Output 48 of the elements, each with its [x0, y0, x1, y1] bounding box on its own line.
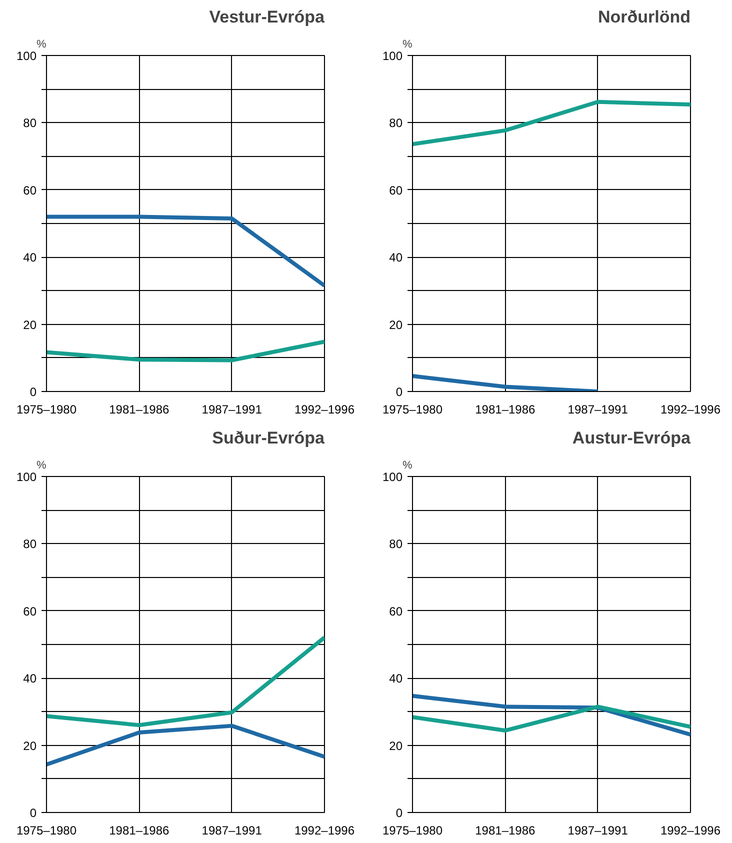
y-tick-label: 0	[396, 806, 403, 820]
y-tick-label: 60	[23, 183, 37, 198]
y-tick-label: 100	[16, 470, 37, 484]
y-tick-label: 40	[389, 250, 403, 265]
y-tick-label: 80	[23, 537, 37, 552]
y-tick-label: 40	[23, 672, 37, 686]
y-axis-title: %	[402, 38, 412, 50]
y-tick-label: 100	[16, 49, 37, 63]
y-tick-label: 20	[389, 738, 403, 753]
x-tick-label: 1987–1991	[568, 402, 628, 416]
y-tick-label: 60	[389, 183, 403, 198]
y-tick-label: 60	[23, 604, 37, 618]
y-tick-label: 20	[389, 318, 403, 332]
y-tick-label: 0	[30, 385, 37, 399]
x-tick-label: 1975–1980	[382, 402, 443, 416]
y-tick-label: 0	[396, 385, 403, 399]
chart-title: Norðurlönd	[598, 8, 691, 26]
x-tick-label: 1975–1980	[16, 402, 77, 416]
y-tick-label: 80	[389, 116, 403, 130]
x-tick-label: 1981–1986	[475, 824, 536, 838]
x-tick-label: 1992–1996	[660, 402, 721, 416]
y-axis-title: %	[36, 38, 46, 50]
y-tick-label: 80	[389, 537, 403, 552]
y-tick-label: 100	[382, 49, 403, 63]
y-tick-label: 40	[23, 250, 37, 265]
x-tick-label: 1987–1991	[202, 824, 262, 838]
y-tick-label: 40	[389, 672, 403, 686]
x-tick-label: 1987–1991	[568, 824, 628, 838]
chart-title: Vestur-Evrópa	[209, 8, 326, 26]
chart-title: Austur-Evrópa	[572, 428, 692, 448]
y-tick-label: 20	[23, 738, 37, 753]
x-tick-label: 1981–1986	[109, 402, 170, 416]
y-axis-title: %	[402, 460, 412, 472]
y-tick-label: 100	[382, 470, 403, 484]
x-tick-label: 1992–1996	[660, 824, 721, 838]
x-tick-label: 1987–1991	[202, 402, 262, 416]
x-tick-label: 1992–1996	[294, 402, 355, 416]
x-tick-label: 1981–1986	[109, 824, 170, 838]
y-tick-label: 60	[389, 604, 403, 618]
x-tick-label: 1981–1986	[475, 402, 536, 416]
y-tick-label: 80	[23, 116, 37, 130]
x-tick-label: 1992–1996	[294, 824, 355, 838]
y-tick-label: 0	[30, 806, 37, 820]
y-tick-label: 20	[23, 318, 37, 332]
chart-title: Suður-Evrópa	[212, 428, 326, 448]
x-tick-label: 1975–1980	[382, 824, 443, 838]
x-tick-label: 1975–1980	[16, 824, 77, 838]
y-axis-title: %	[36, 460, 46, 472]
